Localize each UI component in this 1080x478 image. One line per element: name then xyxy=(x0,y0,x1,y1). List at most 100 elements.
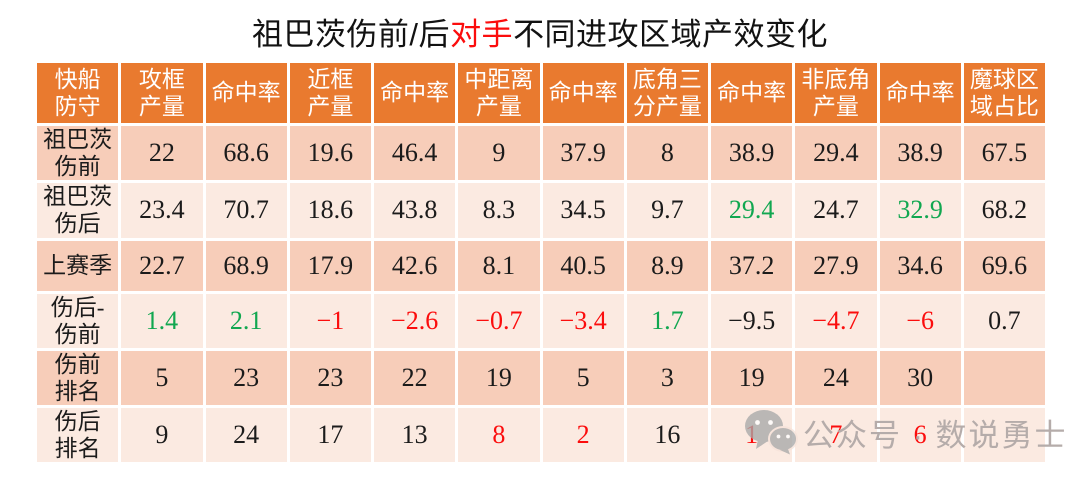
table-cell: 29.4 xyxy=(711,183,793,238)
column-header: 命中率 xyxy=(374,63,456,123)
table-cell: 7 xyxy=(795,408,877,463)
table-cell: 68.2 xyxy=(963,183,1045,238)
table-header: 快船 防守 攻框 产量 命中率 近框 产量 命中率 中距离 产量 命中率 底角三 分产量 命中率… xyxy=(37,63,1045,123)
table-cell: 19 xyxy=(458,350,540,405)
column-header: 非底角 产量 xyxy=(795,63,877,123)
table-cell: 67.5 xyxy=(963,126,1045,181)
table-row: 伤前 排名 5 23 23 22 19 5 3 19 24 30 xyxy=(37,350,1045,405)
table-cell: 69.6 xyxy=(963,240,1045,291)
table-cell: 8 xyxy=(626,126,708,181)
row-header: 伤后 排名 xyxy=(37,408,119,463)
table-cell: −9.5 xyxy=(711,293,793,348)
column-header: 底角三 分产量 xyxy=(626,63,708,123)
title-highlight: 对手 xyxy=(450,17,514,52)
table-cell xyxy=(963,350,1045,405)
table-cell: 16 xyxy=(626,408,708,463)
title-suffix: 不同进攻区域产效变化 xyxy=(513,17,829,52)
column-header: 快船 防守 xyxy=(37,63,119,123)
table-cell: 9.7 xyxy=(626,183,708,238)
column-header: 命中率 xyxy=(711,63,793,123)
table-cell: 23.4 xyxy=(121,183,203,238)
table-cell: 68.9 xyxy=(205,240,287,291)
column-header: 中距离 产量 xyxy=(458,63,540,123)
table-cell: 42.6 xyxy=(374,240,456,291)
table-cell: 46.4 xyxy=(374,126,456,181)
column-header: 命中率 xyxy=(205,63,287,123)
table-cell: 32.9 xyxy=(879,183,961,238)
table-cell: 22 xyxy=(374,350,456,405)
table-cell: −4.7 xyxy=(795,293,877,348)
row-header: 伤前 排名 xyxy=(37,350,119,405)
table-cell: 27.9 xyxy=(795,240,877,291)
table-cell: 18.6 xyxy=(289,183,371,238)
table-cell: 38.9 xyxy=(879,126,961,181)
table-cell: 8.1 xyxy=(458,240,540,291)
row-header: 伤后- 伤前 xyxy=(37,293,119,348)
table-container: 快船 防守 攻框 产量 命中率 近框 产量 命中率 中距离 产量 命中率 底角三 分产量 命中率… xyxy=(34,60,1048,465)
table-cell: 1.4 xyxy=(121,293,203,348)
table-cell: 17.9 xyxy=(289,240,371,291)
table-cell: 1.7 xyxy=(626,293,708,348)
title-prefix: 祖巴茨伤前/后 xyxy=(251,17,451,52)
table-cell: 30 xyxy=(879,350,961,405)
table-cell: 22.7 xyxy=(121,240,203,291)
table-cell: 6 xyxy=(879,408,961,463)
table-cell: 24 xyxy=(795,350,877,405)
table-cell: 29.4 xyxy=(795,126,877,181)
table-cell: 37.9 xyxy=(542,126,624,181)
table-cell: 43.8 xyxy=(374,183,456,238)
table-cell: 23 xyxy=(289,350,371,405)
column-header: 魔球区 域占比 xyxy=(963,63,1045,123)
table-cell: 38.9 xyxy=(711,126,793,181)
table-cell: 9 xyxy=(458,126,540,181)
table-cell: 34.6 xyxy=(879,240,961,291)
table-row: 祖巴茨 伤前 22 68.6 19.6 46.4 9 37.9 8 38.9 29.4 38.9 67… xyxy=(37,126,1045,181)
table-cell: 22 xyxy=(121,126,203,181)
table-cell: 40.5 xyxy=(542,240,624,291)
table-cell: 3 xyxy=(626,350,708,405)
table-cell: −0.7 xyxy=(458,293,540,348)
table-cell: −2.6 xyxy=(374,293,456,348)
column-header: 攻框 产量 xyxy=(121,63,203,123)
table-row: 伤后 排名 9 24 17 13 8 2 16 1 7 6 xyxy=(37,408,1045,463)
table-cell: 37.2 xyxy=(711,240,793,291)
row-header: 祖巴茨 伤前 xyxy=(37,126,119,181)
table-cell: 70.7 xyxy=(205,183,287,238)
table-cell: 1 xyxy=(711,408,793,463)
table-cell: 19.6 xyxy=(289,126,371,181)
table-cell: 19 xyxy=(711,350,793,405)
table-body: 祖巴茨 伤前 22 68.6 19.6 46.4 9 37.9 8 38.9 29.4 38.9 67… xyxy=(37,126,1045,463)
column-header: 命中率 xyxy=(879,63,961,123)
table-cell xyxy=(963,408,1045,463)
table-cell: 5 xyxy=(121,350,203,405)
column-header: 命中率 xyxy=(542,63,624,123)
table-cell: 17 xyxy=(289,408,371,463)
table-cell: 8 xyxy=(458,408,540,463)
table-cell: 23 xyxy=(205,350,287,405)
table-row: 上赛季 22.7 68.9 17.9 42.6 8.1 40.5 8.9 37.2 27.9 34.… xyxy=(37,240,1045,291)
row-header: 上赛季 xyxy=(37,240,119,291)
table-row: 祖巴茨 伤后 23.4 70.7 18.6 43.8 8.3 34.5 9.7 29.4 24.7… xyxy=(37,183,1045,238)
table-row: 伤后- 伤前 1.4 2.1 −1 −2.6 −0.7 −3.4 1.7 −9.5 −4.7 −6 0… xyxy=(37,293,1045,348)
table-cell: 68.6 xyxy=(205,126,287,181)
table-cell: 24.7 xyxy=(795,183,877,238)
table-cell: 2 xyxy=(542,408,624,463)
table-cell: −1 xyxy=(289,293,371,348)
table-cell: 5 xyxy=(542,350,624,405)
row-header: 祖巴茨 伤后 xyxy=(37,183,119,238)
table-cell: 0.7 xyxy=(963,293,1045,348)
table-cell: 13 xyxy=(374,408,456,463)
column-header: 近框 产量 xyxy=(289,63,371,123)
table-cell: −3.4 xyxy=(542,293,624,348)
header-row: 快船 防守 攻框 产量 命中率 近框 产量 命中率 中距离 产量 命中率 底角三 分产量 命中率… xyxy=(37,63,1045,123)
page-title: 祖巴茨伤前/后对手不同进攻区域产效变化 xyxy=(0,9,1080,54)
table-cell: 8.3 xyxy=(458,183,540,238)
table-cell: 2.1 xyxy=(205,293,287,348)
table-cell: 24 xyxy=(205,408,287,463)
table-cell: 8.9 xyxy=(626,240,708,291)
stats-table: 快船 防守 攻框 产量 命中率 近框 产量 命中率 中距离 产量 命中率 底角三 分产量 命中率… xyxy=(34,60,1048,465)
table-cell: 9 xyxy=(121,408,203,463)
table-cell: −6 xyxy=(879,293,961,348)
table-cell: 34.5 xyxy=(542,183,624,238)
